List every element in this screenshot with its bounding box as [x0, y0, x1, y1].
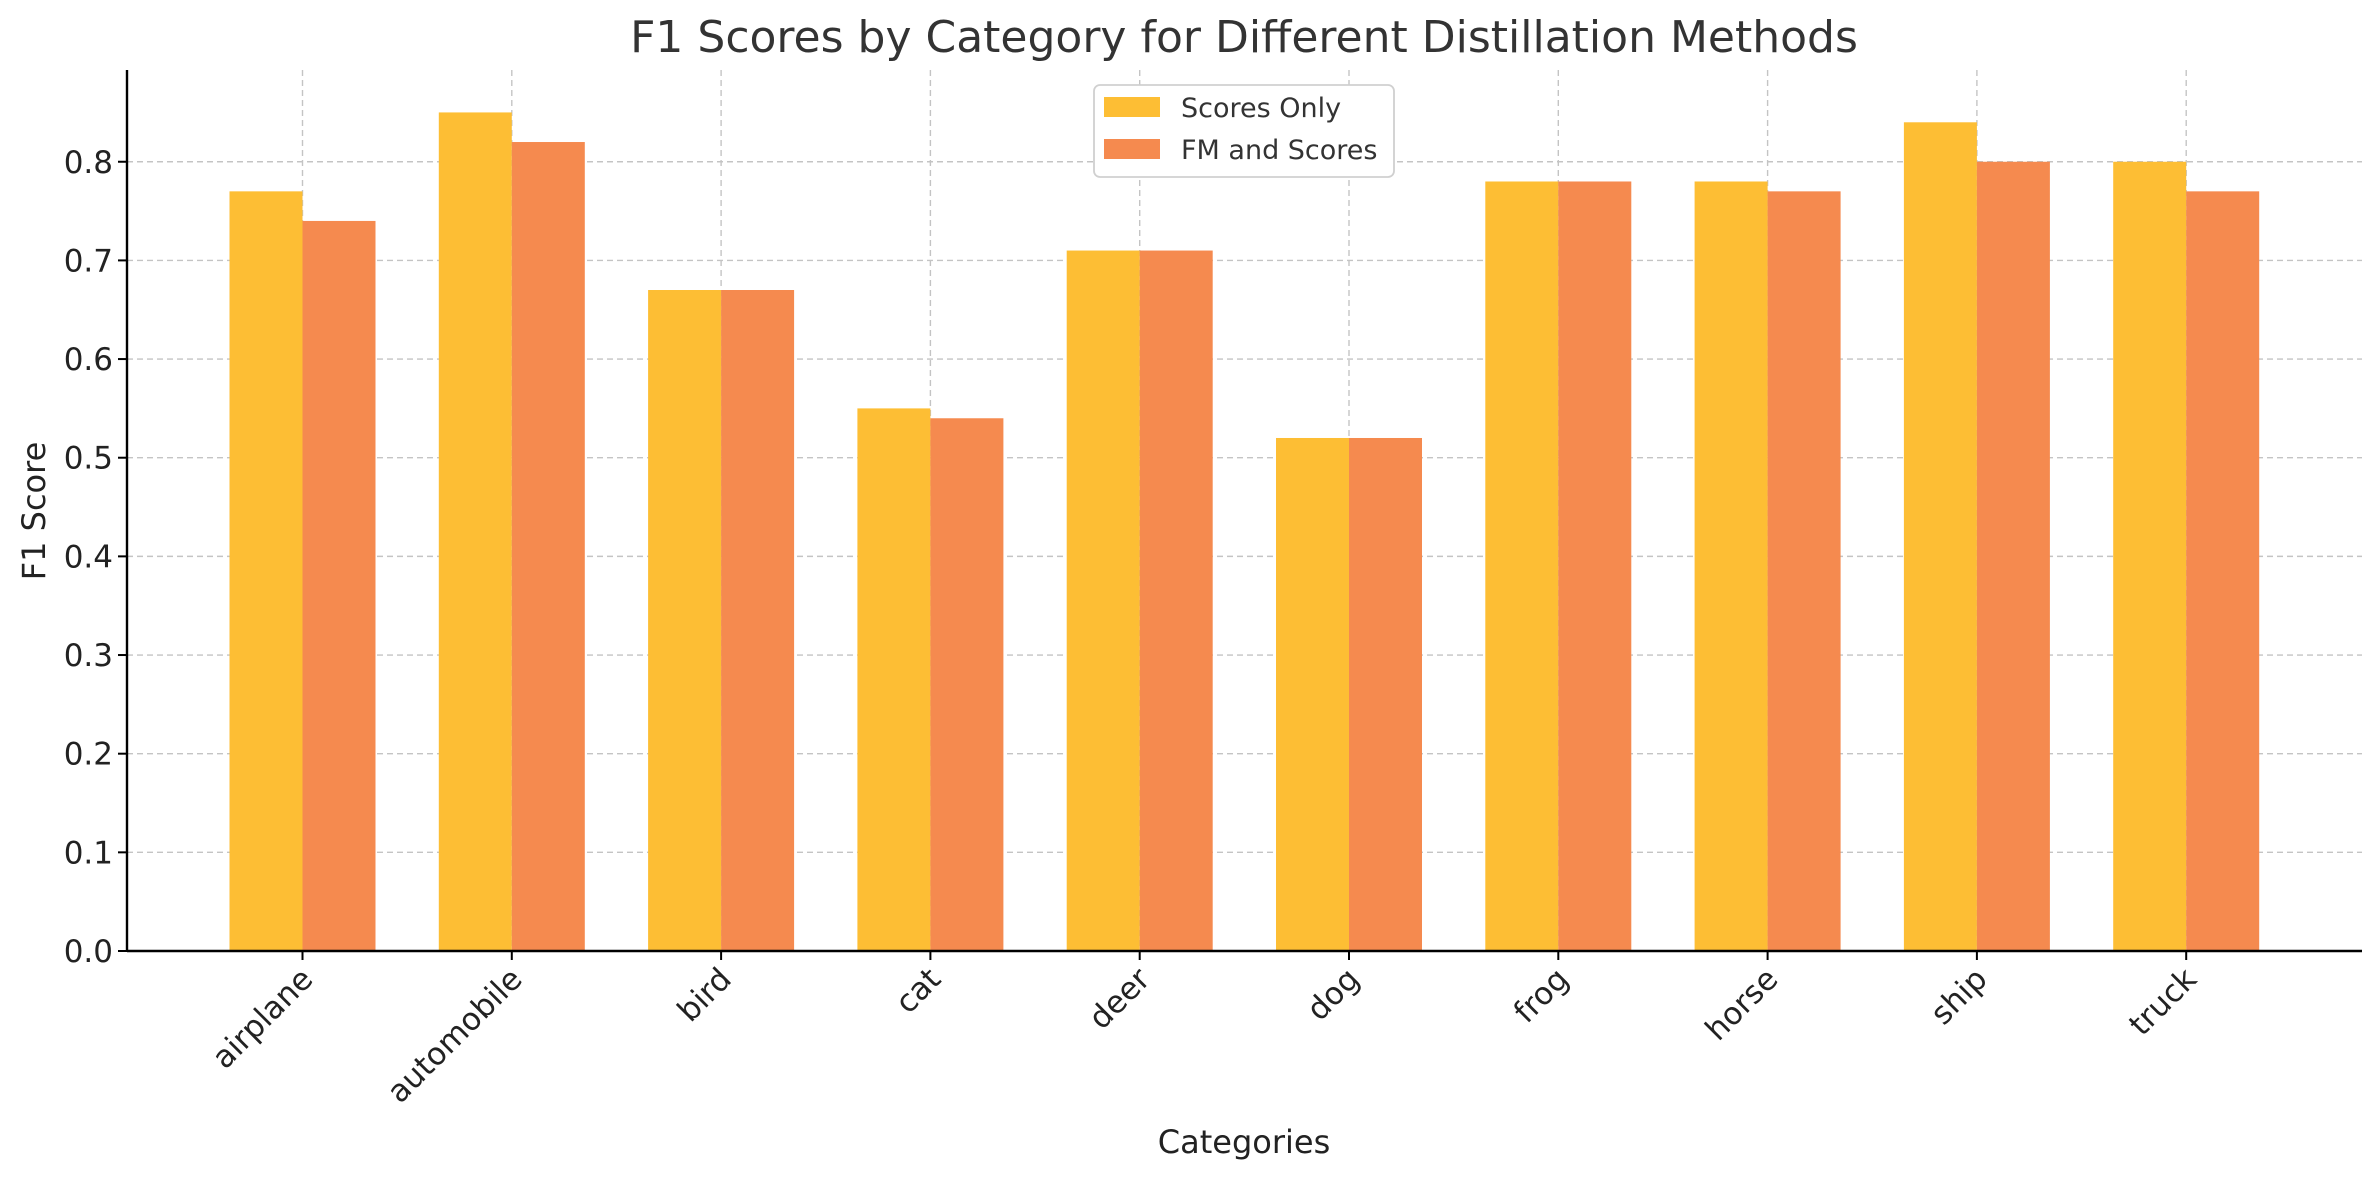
y-ticks: 0.0 0.1 0.2 0.3 0.4 0.5 0.6 0.7 0.8 [64, 145, 127, 970]
y-tick-label: 0.1 [64, 835, 113, 871]
x-tick-label-airplane: airplane [205, 961, 320, 1076]
bar-fm-and-scores-ship [1976, 161, 2050, 952]
bar-fm-and-scores-horse [1767, 191, 1841, 951]
x-tick-label-frog: frog [1507, 961, 1576, 1030]
x-tick-label-ship: ship [1924, 961, 1995, 1032]
y-axis-label: F1 Score [15, 442, 53, 581]
y-tick-label: 0.0 [64, 934, 113, 970]
legend-label-scores-only: Scores Only [1181, 93, 1341, 124]
x-tick-label-horse: horse [1699, 961, 1786, 1048]
legend-swatch-fm-and-scores [1104, 139, 1160, 159]
x-tick-label-bird: bird [671, 961, 739, 1029]
bar-scores-only-deer [1066, 250, 1140, 951]
bars [229, 112, 2260, 952]
y-tick-label: 0.4 [64, 539, 113, 575]
bar-fm-and-scores-bird [721, 290, 795, 951]
bar-scores-only-cat [857, 408, 931, 951]
bar-scores-only-bird [648, 290, 722, 951]
bar-scores-only-truck [2113, 161, 2187, 952]
y-tick-label: 0.5 [64, 441, 113, 477]
bar-fm-and-scores-deer [1139, 250, 1213, 951]
y-tick-label: 0.2 [64, 737, 113, 773]
bar-scores-only-frog [1485, 181, 1559, 952]
bar-scores-only-dog [1276, 437, 1349, 951]
chart-title: F1 Scores by Category for Different Dist… [630, 12, 1858, 63]
x-tick-label-truck: truck [2122, 961, 2204, 1043]
bar-fm-and-scores-truck [2186, 191, 2260, 951]
y-tick-label: 0.7 [64, 243, 113, 279]
legend: Scores Only FM and Scores [1093, 84, 1395, 178]
bar-scores-only-airplane [229, 191, 303, 951]
legend-box [1093, 84, 1395, 178]
x-tick-label-automobile: automobile [380, 961, 529, 1110]
legend-label-fm-and-scores: FM and Scores [1181, 135, 1377, 166]
x-ticks: airplane automobile bird cat deer dog frog hors… [205, 951, 2204, 1110]
axes [125, 70, 2362, 953]
x-axis-label: Categories [1158, 1123, 1330, 1161]
bar-fm-and-scores-airplane [302, 220, 376, 951]
x-tick-label-dog: dog [1300, 961, 1367, 1028]
x-tick-label-deer: deer [1082, 961, 1158, 1037]
bar-fm-and-scores-cat [930, 418, 1004, 951]
bar-scores-only-ship [1903, 122, 1977, 952]
bar-fm-and-scores-automobile [511, 142, 585, 951]
y-tick-label: 0.6 [64, 342, 113, 378]
bar-scores-only-horse [1694, 181, 1768, 952]
legend-swatch-scores-only [1104, 97, 1160, 117]
bar-fm-and-scores-frog [1558, 181, 1632, 952]
bar-scores-only-automobile [438, 112, 512, 951]
y-tick-label: 0.8 [64, 145, 113, 181]
x-tick-label-cat: cat [889, 961, 949, 1021]
bar-fm-and-scores-dog [1349, 437, 1422, 951]
y-tick-label: 0.3 [64, 638, 113, 674]
